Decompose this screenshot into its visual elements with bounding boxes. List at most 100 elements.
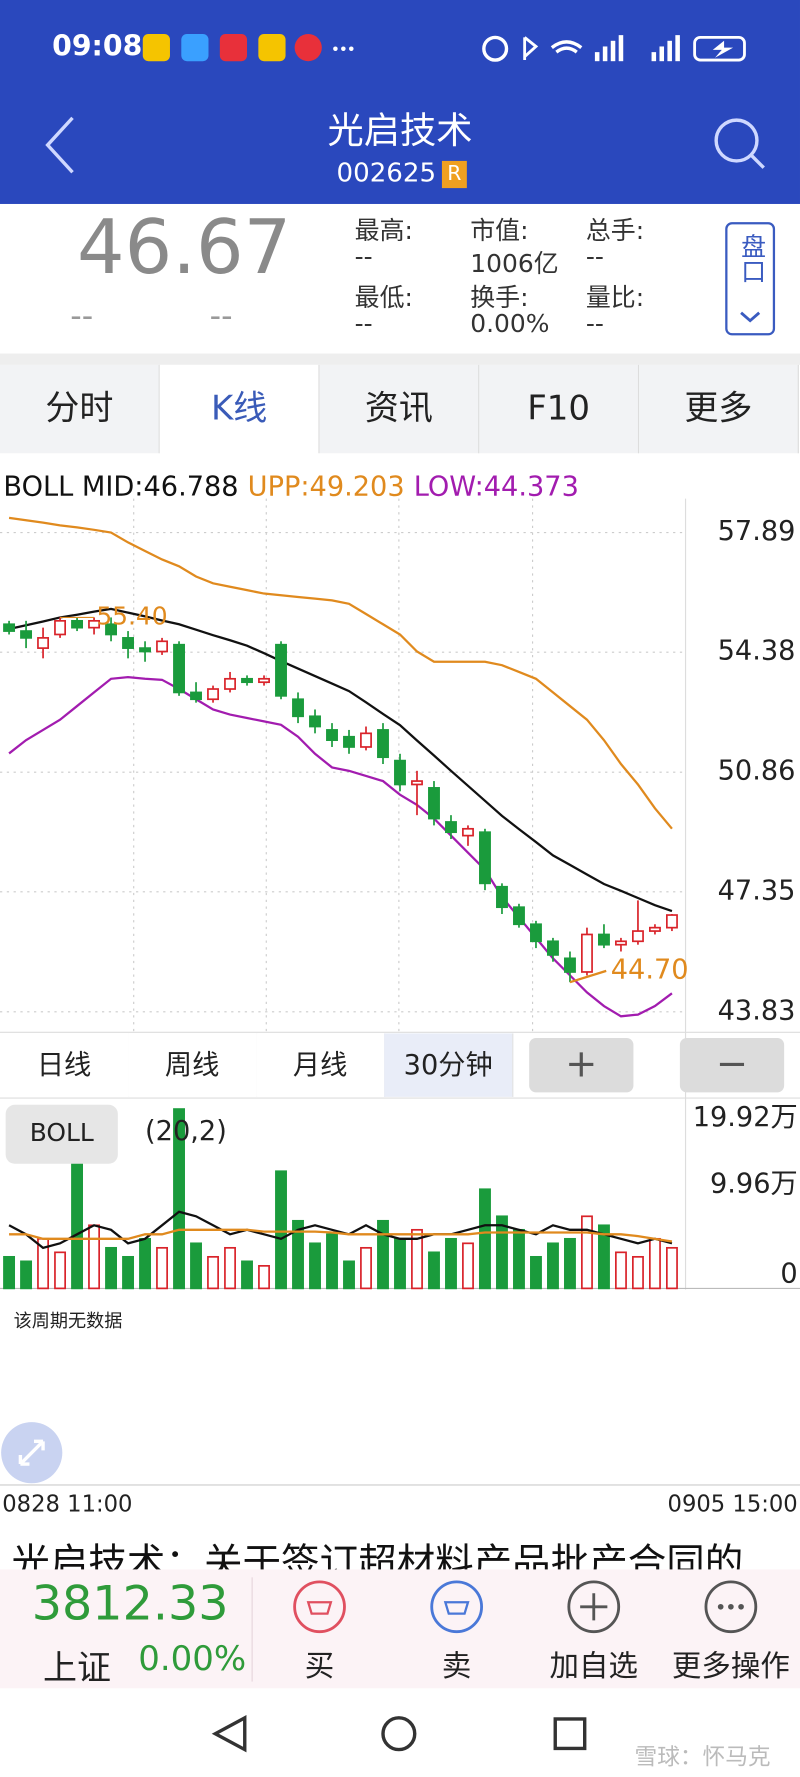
candle-body	[394, 759, 406, 786]
volume-bar	[241, 1260, 253, 1290]
legend-item: BOLL MID:46.788	[3, 471, 238, 502]
volume-bar	[445, 1237, 457, 1290]
candle-body	[139, 647, 151, 653]
volume-ma	[8, 1210, 673, 1250]
zoom-button[interactable]: +	[529, 1037, 634, 1093]
volume-bar	[292, 1219, 304, 1290]
candle-body	[462, 827, 474, 837]
volume-ma	[9, 1228, 673, 1243]
no-data: 该周期无数据	[13, 1309, 123, 1332]
annotation: 44.70	[611, 954, 689, 985]
candle-body	[275, 643, 287, 697]
y-tick-label: 19.92万	[693, 1102, 798, 1133]
volume-bar	[173, 1108, 185, 1290]
volume-bar	[275, 1170, 287, 1290]
y-tick-label: 43.83	[718, 995, 796, 1026]
volume-bar	[360, 1246, 372, 1290]
order-book-button[interactable]: 盘口	[725, 222, 776, 336]
index-name: 上证	[43, 1648, 112, 1689]
candle-body	[581, 933, 593, 973]
volume-bar	[666, 1246, 678, 1290]
period-tab[interactable]: 月线	[256, 1033, 386, 1097]
candle-body	[598, 933, 610, 946]
field-value: 0.00%	[470, 310, 550, 339]
field-value: --	[354, 243, 373, 272]
volume-bar	[479, 1188, 491, 1290]
volume-bar	[496, 1215, 508, 1290]
action-icon[interactable]	[701, 1577, 760, 1636]
action-label[interactable]: 卖	[441, 1649, 472, 1684]
tab[interactable]: 更多	[639, 364, 799, 454]
volume-bar	[394, 1237, 406, 1290]
candle-body	[377, 729, 389, 759]
volume-bar	[207, 1255, 219, 1290]
time-start: 0828 11:00	[2, 1490, 133, 1518]
annotation-line	[569, 969, 607, 984]
volume-bar	[598, 1224, 610, 1290]
candle-body	[258, 677, 270, 684]
action-label[interactable]: 更多操作	[671, 1649, 790, 1684]
volume-bar	[649, 1237, 661, 1290]
field-value: --	[354, 310, 373, 339]
status-icons	[142, 33, 354, 62]
candle-body	[173, 643, 185, 694]
candle-body	[411, 780, 423, 786]
footer-bar	[0, 1569, 800, 1689]
period-tab[interactable]: 日线	[0, 1033, 130, 1097]
candle-body	[615, 940, 627, 946]
volume-bar	[581, 1215, 593, 1290]
nav-bar	[0, 1688, 800, 1777]
tab[interactable]: F10	[479, 364, 640, 454]
volume-bar	[462, 1242, 474, 1290]
action-icon[interactable]	[564, 1577, 623, 1636]
zoom-button[interactable]: −	[679, 1037, 785, 1093]
action-label[interactable]: 加自选	[549, 1649, 638, 1684]
y-tick-label: 57.89	[718, 516, 796, 547]
candle-body	[37, 637, 50, 649]
volume-bar	[105, 1246, 117, 1290]
tab[interactable]: 资讯	[319, 364, 480, 454]
candle-body	[343, 735, 355, 748]
candle-body	[309, 715, 321, 728]
stock-code: 002625	[336, 158, 437, 189]
candle-body	[479, 831, 491, 885]
tab[interactable]: K线	[159, 364, 320, 454]
boll-line	[8, 675, 673, 1018]
volume-bar	[88, 1224, 100, 1290]
field-label: 市值:	[470, 217, 529, 246]
volume-bar	[156, 1246, 168, 1290]
action-label[interactable]: 买	[304, 1649, 335, 1684]
volume-bar	[139, 1237, 151, 1290]
candle-body	[530, 923, 542, 943]
period-tab[interactable]: 周线	[128, 1033, 258, 1097]
change-pct: --	[209, 296, 233, 335]
tab[interactable]: 分时	[0, 364, 160, 454]
y-tick-label: 9.96万	[710, 1169, 798, 1200]
period-tab[interactable]: 30分钟	[384, 1033, 514, 1097]
candle-body	[666, 914, 678, 929]
expand-button[interactable]	[0, 1421, 63, 1484]
back-button[interactable]	[41, 113, 86, 176]
candle-body	[513, 906, 525, 926]
volume-bar	[190, 1242, 202, 1290]
divider	[0, 1484, 800, 1486]
candle-body	[360, 732, 372, 748]
chart: 57.89 54.38 50.86 47.35 43.83 BOLL MID:46.788…	[0, 471, 800, 1290]
boll-line	[8, 516, 673, 830]
search-button[interactable]	[712, 116, 769, 173]
action-icon[interactable]	[427, 1577, 486, 1636]
candle-body	[445, 821, 457, 834]
order-book-label: 盘口	[736, 233, 765, 284]
volume-bar	[377, 1219, 389, 1290]
index-change: 0.00%	[138, 1639, 247, 1680]
indicator-params: (20,2)	[145, 1115, 227, 1147]
time-end: 0905 15:00	[667, 1490, 798, 1518]
field-label: 总手:	[585, 217, 645, 246]
field-label: 最高:	[354, 217, 413, 246]
volume-bar	[530, 1255, 542, 1290]
divider	[251, 1577, 253, 1682]
indicator-button[interactable]: BOLL	[5, 1104, 118, 1164]
action-icon[interactable]	[290, 1577, 349, 1636]
price: 46.67	[77, 203, 292, 292]
candle-body	[632, 930, 644, 943]
